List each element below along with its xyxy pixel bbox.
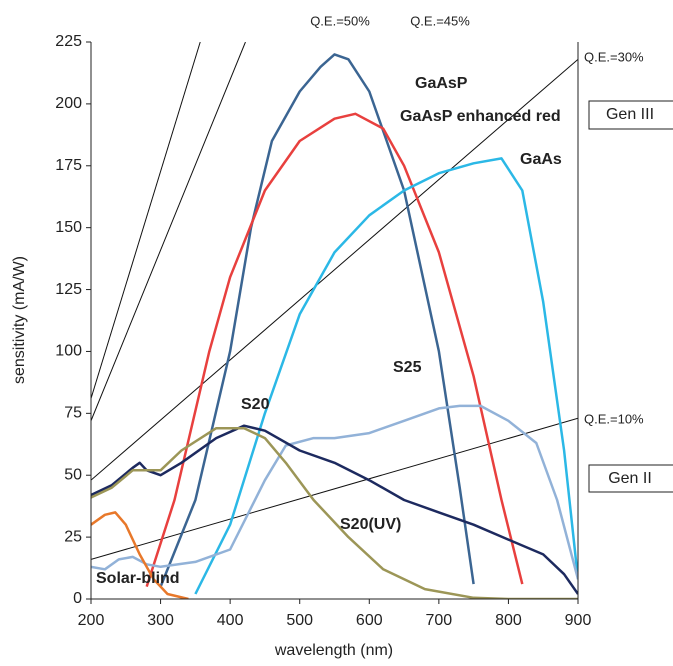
qe-line [91,42,201,399]
series-label: GaAs [520,151,562,168]
y-tick-label: 175 [55,157,82,174]
y-tick-label: 50 [64,466,82,483]
x-tick-label: 500 [286,612,313,629]
qe-label: Q.E.=30% [584,49,644,64]
y-axis-title: sensitivity (mA/W) [11,256,28,384]
x-tick-label: 200 [78,612,105,629]
series-label: Solar-blind [96,570,180,587]
series-line [91,426,578,599]
qe-label: Q.E.=10% [584,411,644,426]
plot-area [91,42,578,599]
y-tick-label: 0 [73,590,82,607]
annotation: Gen III [606,106,654,123]
series-line [159,53,475,588]
x-axis-title: wavelength (nm) [274,642,393,659]
x-tick-label: 600 [356,612,383,629]
x-tick-label: 400 [217,612,244,629]
x-tick-label: 800 [495,612,522,629]
y-tick-label: 200 [55,95,82,112]
y-tick-label: 150 [55,219,82,236]
series-line [194,157,578,595]
qe-line [91,417,578,560]
y-tick-label: 75 [64,405,82,422]
y-tick-label: 25 [64,528,82,545]
series-label: GaAsP [415,75,468,92]
annotation-box [588,100,673,130]
x-tick-label: 300 [147,612,174,629]
qe-line [91,42,246,421]
qe-line [91,58,578,481]
series-label: S20(UV) [340,516,401,533]
qe-label: Q.E.=50% [310,13,370,28]
series-line [91,404,578,580]
qe-label: Q.E.=45% [410,13,470,28]
y-tick-label: 100 [55,343,82,360]
series-label: S20 [241,396,270,413]
series-line [91,511,189,599]
series-label: GaAsP enhanced red [400,108,561,125]
y-tick-label: 225 [55,33,82,50]
series-line [145,112,524,587]
x-tick-label: 900 [565,612,592,629]
annotation: Gen II [608,470,652,487]
series-line [91,424,578,595]
series-label: S25 [393,359,422,376]
x-tick-label: 700 [426,612,453,629]
y-tick-label: 125 [55,281,82,298]
annotation-box [588,464,673,493]
